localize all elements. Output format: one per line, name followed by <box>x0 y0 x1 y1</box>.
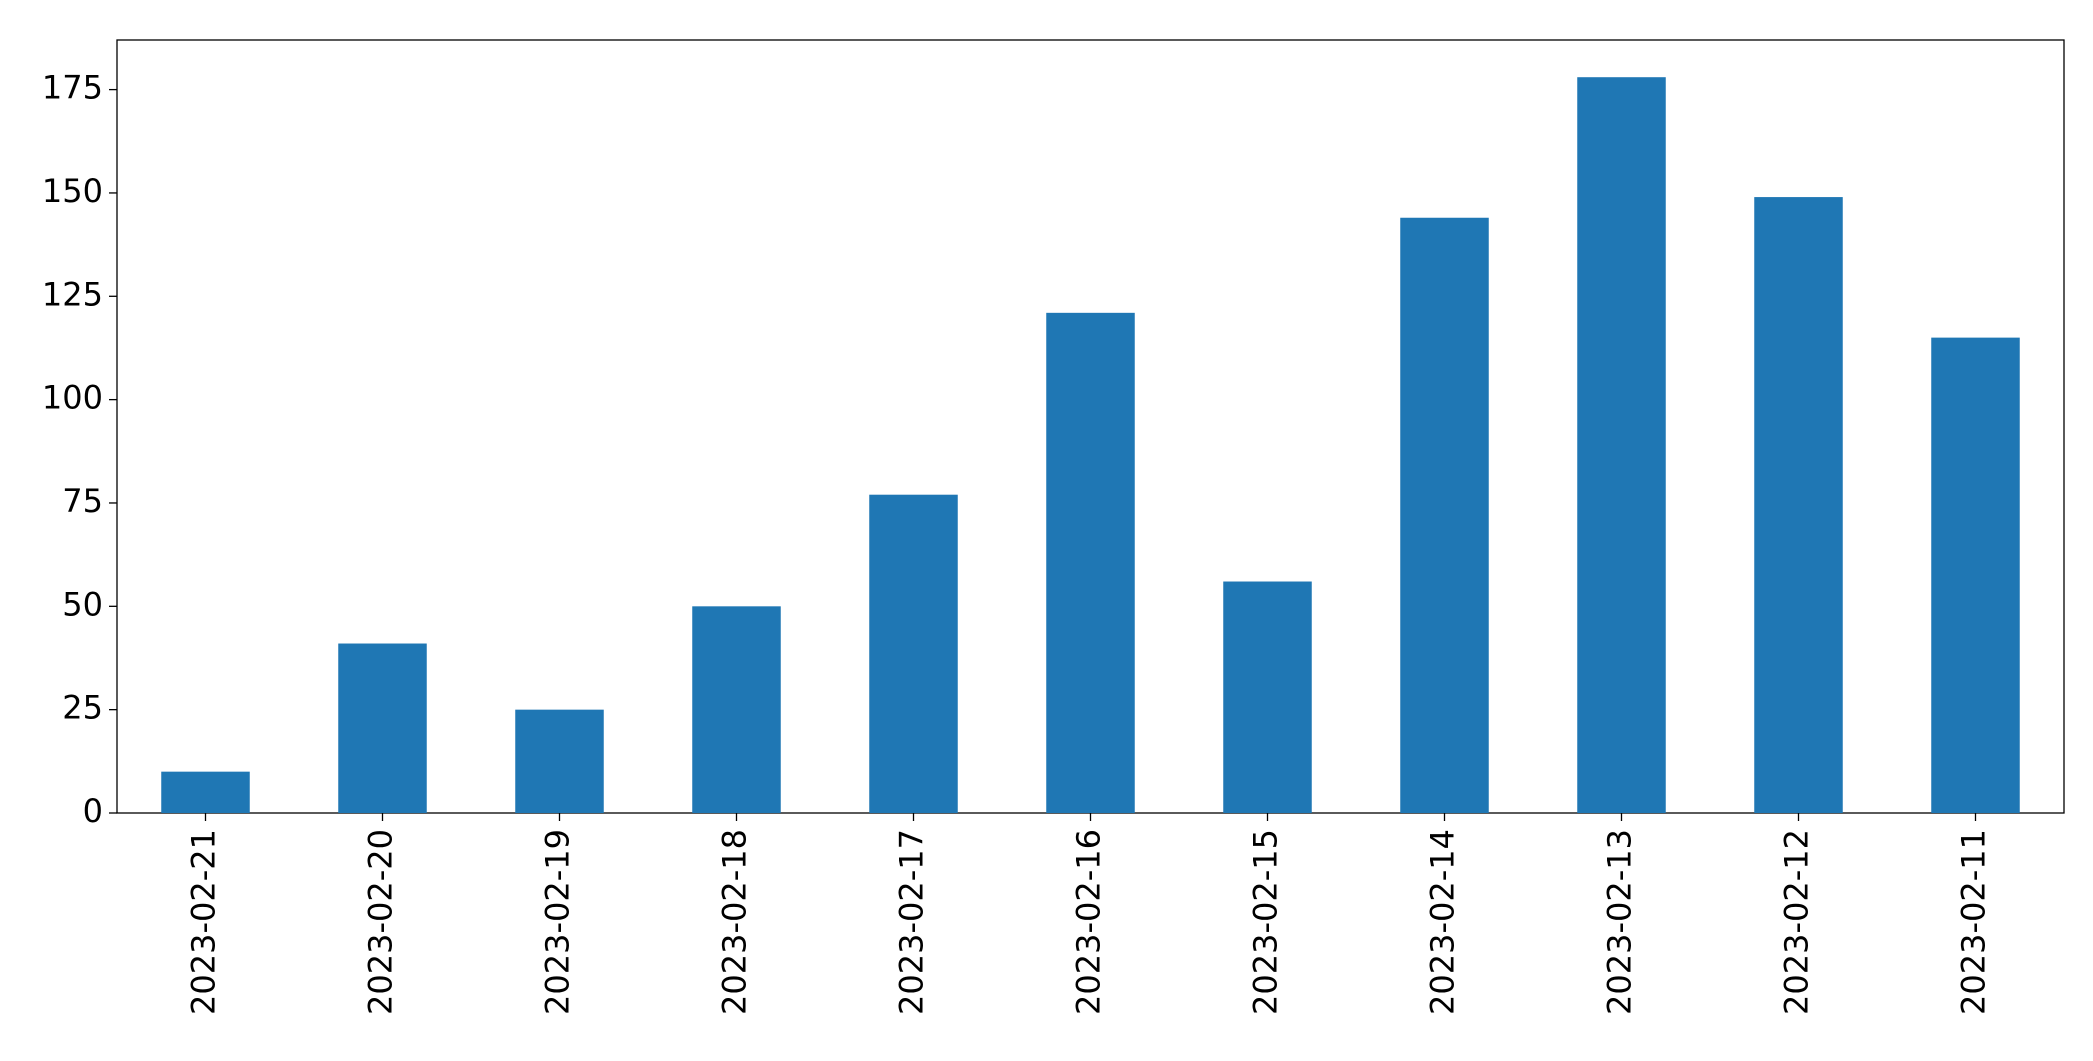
x-tick-label: 2023-02-12 <box>1778 829 1816 1015</box>
bar <box>161 771 250 813</box>
bar <box>1400 217 1489 813</box>
bar <box>1931 337 2020 813</box>
x-tick-label: 2023-02-18 <box>716 829 754 1015</box>
y-tick-label: 100 <box>42 379 103 417</box>
bar <box>1046 312 1135 813</box>
bar <box>1223 581 1312 813</box>
x-tick-label: 2023-02-16 <box>1070 829 1108 1015</box>
y-tick-label: 75 <box>62 482 103 520</box>
bar <box>869 494 958 813</box>
y-tick-label: 175 <box>42 69 103 107</box>
bar <box>1754 197 1843 814</box>
y-tick-label: 150 <box>42 172 103 210</box>
x-tick-label: 2023-02-19 <box>539 829 577 1015</box>
bar <box>692 606 781 813</box>
x-tick-label: 2023-02-15 <box>1247 829 1285 1015</box>
x-tick-label: 2023-02-21 <box>185 829 223 1015</box>
x-tick-label: 2023-02-17 <box>893 829 931 1015</box>
x-tick-label: 2023-02-14 <box>1424 829 1462 1015</box>
y-tick-label: 125 <box>42 275 103 313</box>
bar <box>338 643 427 813</box>
x-tick-label: 2023-02-20 <box>362 829 400 1015</box>
x-tick-label: 2023-02-11 <box>1955 829 1993 1015</box>
bar <box>515 709 604 813</box>
y-tick-label: 0 <box>83 792 103 830</box>
bar <box>1577 77 1666 814</box>
y-tick-label: 25 <box>62 689 103 727</box>
y-tick-label: 50 <box>62 585 103 623</box>
x-tick-label: 2023-02-13 <box>1601 829 1639 1015</box>
